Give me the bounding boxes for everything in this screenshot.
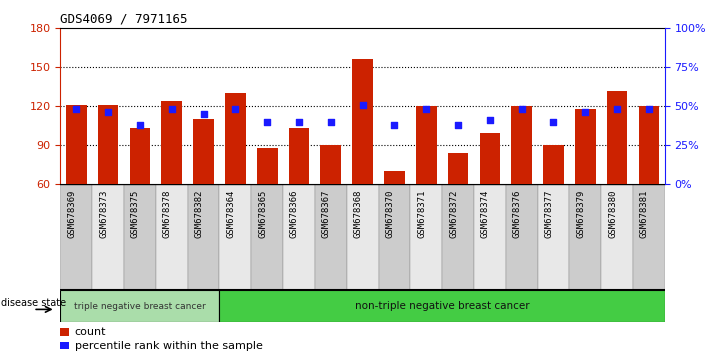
Text: GSM678366: GSM678366: [290, 189, 299, 238]
Text: GSM678381: GSM678381: [640, 189, 649, 238]
Bar: [315, 184, 347, 290]
Bar: [538, 184, 570, 290]
Bar: [60, 290, 220, 322]
Text: GSM678375: GSM678375: [131, 189, 140, 238]
Text: GSM678373: GSM678373: [99, 189, 108, 238]
Bar: [129, 128, 150, 184]
Point: [643, 107, 655, 112]
Point: [547, 119, 559, 125]
Bar: [98, 105, 119, 184]
Text: non-triple negative breast cancer: non-triple negative breast cancer: [355, 301, 530, 311]
Point: [262, 119, 273, 125]
Bar: [384, 171, 405, 184]
Bar: [156, 184, 188, 290]
Bar: [602, 184, 633, 290]
Text: GSM678364: GSM678364: [226, 189, 235, 238]
Text: percentile rank within the sample: percentile rank within the sample: [75, 341, 262, 350]
Bar: [257, 148, 277, 184]
Text: GSM678377: GSM678377: [545, 189, 553, 238]
Point: [484, 118, 496, 123]
Bar: [638, 106, 659, 184]
Bar: [543, 145, 564, 184]
Text: GSM678379: GSM678379: [576, 189, 585, 238]
Bar: [442, 184, 474, 290]
Point: [452, 122, 464, 128]
Point: [579, 110, 591, 115]
Bar: [66, 105, 87, 184]
Point: [230, 107, 241, 112]
Bar: [251, 184, 283, 290]
Bar: [60, 342, 70, 349]
Bar: [410, 184, 442, 290]
Point: [611, 107, 623, 112]
Bar: [511, 106, 532, 184]
Point: [198, 111, 209, 117]
Bar: [378, 184, 410, 290]
Text: GSM678367: GSM678367: [322, 189, 331, 238]
Bar: [352, 59, 373, 184]
Bar: [321, 145, 341, 184]
Bar: [474, 184, 506, 290]
Bar: [220, 290, 665, 322]
Bar: [606, 91, 627, 184]
Bar: [92, 184, 124, 290]
Bar: [124, 184, 156, 290]
Point: [166, 107, 178, 112]
Text: GSM678372: GSM678372: [449, 189, 458, 238]
Point: [357, 102, 368, 108]
Text: GSM678365: GSM678365: [258, 189, 267, 238]
Bar: [347, 184, 378, 290]
Point: [516, 107, 528, 112]
Point: [294, 119, 305, 125]
Text: disease state: disease state: [1, 298, 66, 308]
Bar: [283, 184, 315, 290]
Bar: [60, 328, 70, 336]
Text: GSM678371: GSM678371: [417, 189, 426, 238]
Bar: [506, 184, 538, 290]
Bar: [575, 109, 596, 184]
Bar: [416, 106, 437, 184]
Bar: [570, 184, 602, 290]
Bar: [633, 184, 665, 290]
Bar: [225, 93, 246, 184]
Text: triple negative breast cancer: triple negative breast cancer: [74, 302, 205, 311]
Text: GSM678382: GSM678382: [195, 189, 203, 238]
Bar: [188, 184, 220, 290]
Point: [325, 119, 336, 125]
Bar: [289, 128, 309, 184]
Text: GSM678370: GSM678370: [385, 189, 395, 238]
Point: [389, 122, 400, 128]
Text: count: count: [75, 327, 106, 337]
Point: [102, 110, 114, 115]
Point: [420, 107, 432, 112]
Text: GSM678368: GSM678368: [353, 189, 363, 238]
Bar: [161, 101, 182, 184]
Bar: [193, 119, 214, 184]
Point: [134, 122, 146, 128]
Point: [70, 107, 82, 112]
Text: GDS4069 / 7971165: GDS4069 / 7971165: [60, 13, 188, 26]
Text: GSM678378: GSM678378: [163, 189, 172, 238]
Text: GSM678374: GSM678374: [481, 189, 490, 238]
Bar: [60, 184, 92, 290]
Text: GSM678369: GSM678369: [68, 189, 76, 238]
Text: GSM678376: GSM678376: [513, 189, 522, 238]
Text: GSM678380: GSM678380: [608, 189, 617, 238]
Bar: [220, 184, 251, 290]
Bar: [479, 133, 500, 184]
Bar: [448, 153, 469, 184]
